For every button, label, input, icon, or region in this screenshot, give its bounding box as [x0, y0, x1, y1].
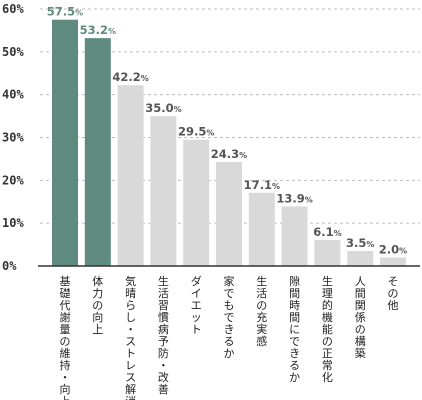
value-label: 29.5% — [178, 125, 214, 139]
value-label: 13.9% — [276, 191, 312, 205]
y-axis-ticks: 0% 10% 20% 30% 40% 50% 60% — [2, 2, 24, 273]
value-number: 2.0 — [379, 242, 399, 256]
value-label: 35.0% — [145, 101, 181, 115]
value-labels: 57.5%53.2%42.2%35.0%29.5%24.3%17.1%13.9%… — [47, 5, 407, 257]
y-tick-label: 50% — [2, 45, 24, 59]
value-number: 35.0 — [145, 101, 173, 115]
value-label: 53.2% — [80, 23, 116, 37]
y-tick-label: 40% — [2, 88, 24, 102]
bar — [117, 85, 144, 266]
bar — [52, 19, 78, 267]
value-unit: % — [75, 9, 83, 18]
category-label: その他 — [388, 275, 399, 312]
y-tick-label: 30% — [2, 131, 24, 145]
value-label: 3.5% — [346, 236, 374, 250]
value-number: 6.1 — [313, 225, 333, 239]
value-number: 17.1 — [244, 178, 272, 192]
bar — [216, 161, 242, 266]
value-label: 6.1% — [313, 225, 341, 239]
value-number: 13.9 — [276, 191, 304, 205]
value-number: 3.5 — [346, 236, 366, 250]
y-tick-label: 20% — [2, 173, 24, 187]
value-unit: % — [141, 74, 149, 83]
y-tick-label: 10% — [2, 216, 24, 230]
value-number: 24.3 — [211, 147, 239, 161]
value-unit: % — [108, 27, 116, 36]
value-unit: % — [239, 151, 247, 160]
category-label: 隙間時間にできるか — [289, 274, 300, 384]
value-number: 42.2 — [112, 70, 140, 84]
bar — [150, 116, 177, 266]
y-tick-label: 60% — [2, 2, 24, 16]
category-label: 気晴らし・ストレス解消 — [125, 274, 136, 400]
bar — [84, 38, 111, 267]
value-label: 17.1% — [244, 178, 280, 192]
value-unit: % — [206, 129, 214, 138]
y-tick-label: 0% — [2, 259, 17, 273]
category-label: 人間関係の構築 — [355, 275, 366, 360]
value-unit: % — [305, 195, 313, 204]
value-unit: % — [366, 240, 374, 249]
value-label: 57.5% — [47, 5, 83, 19]
value-number: 29.5 — [178, 125, 206, 139]
category-label: 生活習慣病予防・改善 — [158, 274, 169, 396]
value-label: 24.3% — [211, 147, 247, 161]
category-label: 体力の向上 — [92, 274, 103, 336]
category-label: 生活の充実感 — [256, 274, 267, 348]
bar — [248, 192, 275, 266]
bar — [347, 251, 374, 266]
category-label: 生理的機能の正常化 — [322, 274, 333, 384]
category-label: 家でもできるか — [224, 274, 235, 360]
value-unit: % — [174, 105, 182, 114]
bar — [281, 206, 308, 266]
bar — [380, 257, 406, 266]
value-label: 42.2% — [112, 70, 148, 84]
value-unit: % — [272, 182, 280, 191]
category-labels: 基礎代謝量の維持・向上 体力の向上 気晴らし・ストレス解消 生活習慣病予防・改善 ダイエ… — [60, 274, 399, 400]
value-unit: % — [399, 246, 407, 255]
value-number: 53.2 — [80, 23, 108, 37]
value-label: 2.0% — [379, 242, 407, 256]
category-label: 基礎代謝量の維持・向上 — [60, 275, 71, 400]
bar — [183, 139, 210, 266]
bar — [314, 239, 341, 266]
value-number: 57.5 — [47, 5, 75, 19]
bars — [52, 19, 406, 267]
value-unit: % — [334, 229, 342, 238]
category-label: ダイエット — [191, 274, 202, 336]
